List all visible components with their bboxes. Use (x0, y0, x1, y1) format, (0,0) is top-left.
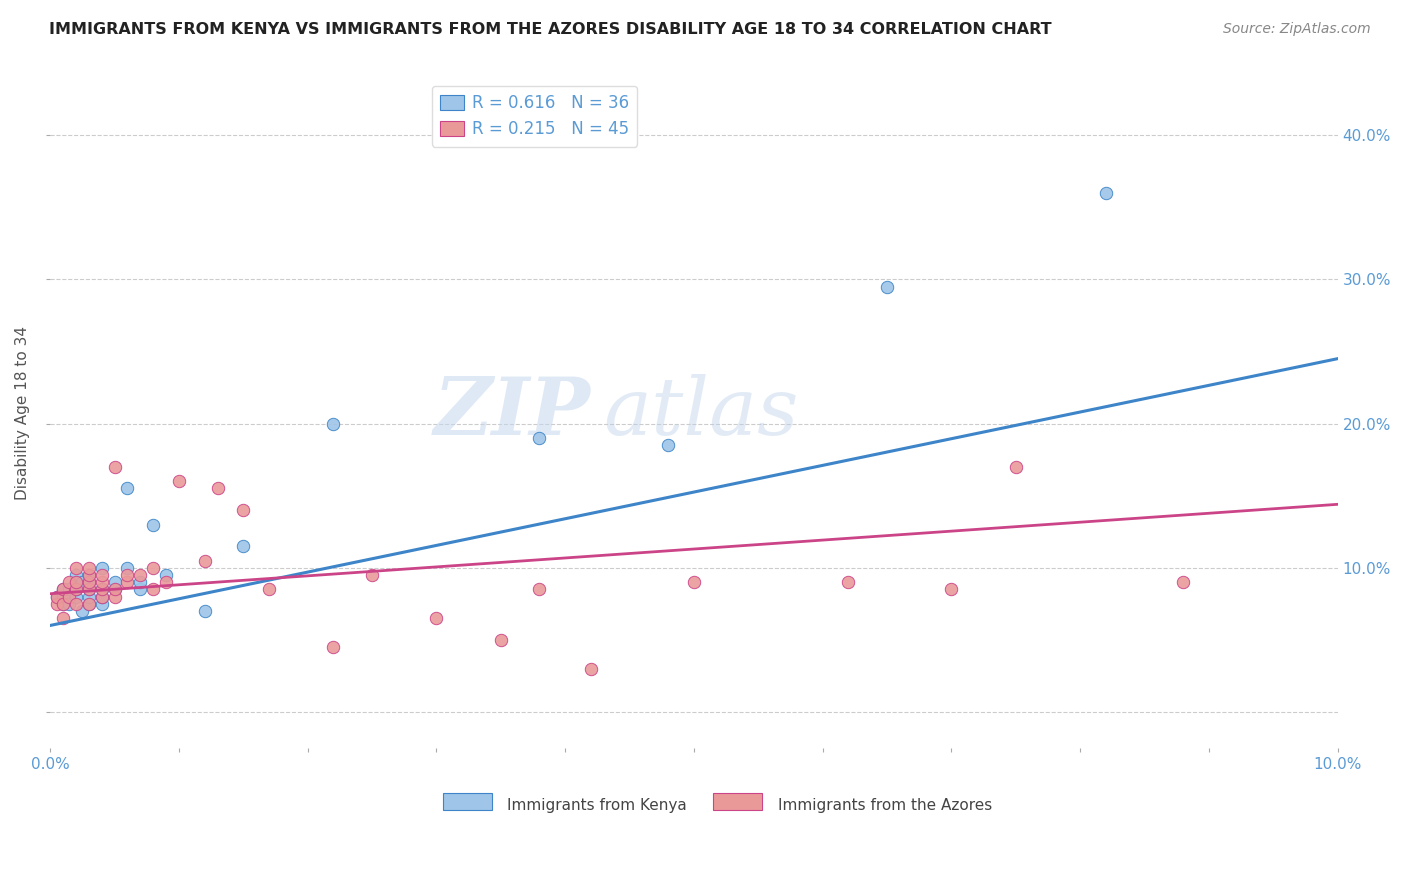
Point (52, 590, 75, 604)
Point (103, 575, 125, 590)
Point (77, 575, 100, 590)
Point (155, 575, 177, 590)
Point (65, 575, 87, 590)
Point (1004, 459, 1026, 474)
Point (77, 561, 100, 575)
Point (52, 597, 75, 611)
Point (529, 431, 551, 445)
Point (876, 279, 898, 293)
Text: atlas: atlas (603, 374, 799, 451)
Point (72, 575, 94, 590)
Point (155, 568, 177, 582)
Text: Immigrants from the Azores: Immigrants from the Azores (778, 798, 991, 814)
Point (52, 582, 75, 597)
Point (65, 597, 87, 611)
Point (58, 582, 80, 597)
Point (529, 582, 551, 597)
Point (45, 597, 67, 611)
Point (103, 590, 125, 604)
Point (257, 582, 280, 597)
Point (322, 417, 344, 431)
Point (65, 582, 87, 597)
Point (65, 590, 87, 604)
Point (72, 604, 94, 618)
Point (489, 632, 512, 647)
Point (58, 575, 80, 590)
Point (90, 590, 112, 604)
Point (103, 459, 125, 474)
Point (77, 597, 100, 611)
Point (129, 568, 152, 582)
FancyBboxPatch shape (713, 793, 762, 810)
Legend: R = 0.616   N = 36, R = 0.215   N = 45: R = 0.616 N = 36, R = 0.215 N = 45 (432, 86, 637, 147)
Point (90, 582, 112, 597)
Point (103, 582, 125, 597)
Point (90, 590, 112, 604)
Point (142, 561, 165, 575)
Point (941, 582, 963, 597)
Point (207, 482, 229, 496)
Point (1095, 186, 1118, 200)
Point (58, 597, 80, 611)
Point (77, 575, 100, 590)
Point (194, 553, 217, 567)
Point (90, 582, 112, 597)
Point (65, 575, 87, 590)
Point (52, 582, 75, 597)
Point (90, 561, 112, 575)
Point (52, 597, 75, 611)
Point (142, 517, 165, 532)
FancyBboxPatch shape (443, 793, 492, 810)
Point (58, 590, 80, 604)
Point (683, 575, 706, 590)
Text: IMMIGRANTS FROM KENYA VS IMMIGRANTS FROM THE AZORES DISABILITY AGE 18 TO 34 CORR: IMMIGRANTS FROM KENYA VS IMMIGRANTS FROM… (49, 22, 1052, 37)
Y-axis label: Disability Age 18 to 34: Disability Age 18 to 34 (15, 326, 30, 500)
Point (77, 597, 100, 611)
Point (194, 604, 217, 618)
Point (45, 590, 67, 604)
Point (117, 482, 139, 496)
Point (142, 582, 165, 597)
Point (322, 640, 344, 654)
Point (65, 561, 87, 575)
Point (77, 590, 100, 604)
Point (129, 575, 152, 590)
Point (52, 611, 75, 625)
Point (90, 568, 112, 582)
Point (1171, 575, 1194, 590)
Point (45, 590, 67, 604)
Point (579, 662, 602, 676)
Point (90, 597, 112, 611)
Point (232, 503, 254, 517)
Text: Source: ZipAtlas.com: Source: ZipAtlas.com (1223, 22, 1371, 37)
Point (129, 582, 152, 597)
Point (361, 568, 384, 582)
Point (232, 539, 254, 553)
Point (117, 575, 139, 590)
Point (167, 475, 190, 489)
Point (103, 582, 125, 597)
Point (77, 568, 100, 582)
Point (65, 568, 87, 582)
Point (77, 582, 100, 597)
Text: Immigrants from Kenya: Immigrants from Kenya (508, 798, 688, 814)
Point (65, 582, 87, 597)
Point (117, 568, 139, 582)
Point (117, 561, 139, 575)
Point (425, 611, 447, 625)
Point (77, 582, 100, 597)
Point (837, 575, 859, 590)
Point (77, 568, 100, 582)
Point (657, 438, 679, 452)
Text: ZIP: ZIP (434, 374, 591, 451)
Point (90, 575, 112, 590)
